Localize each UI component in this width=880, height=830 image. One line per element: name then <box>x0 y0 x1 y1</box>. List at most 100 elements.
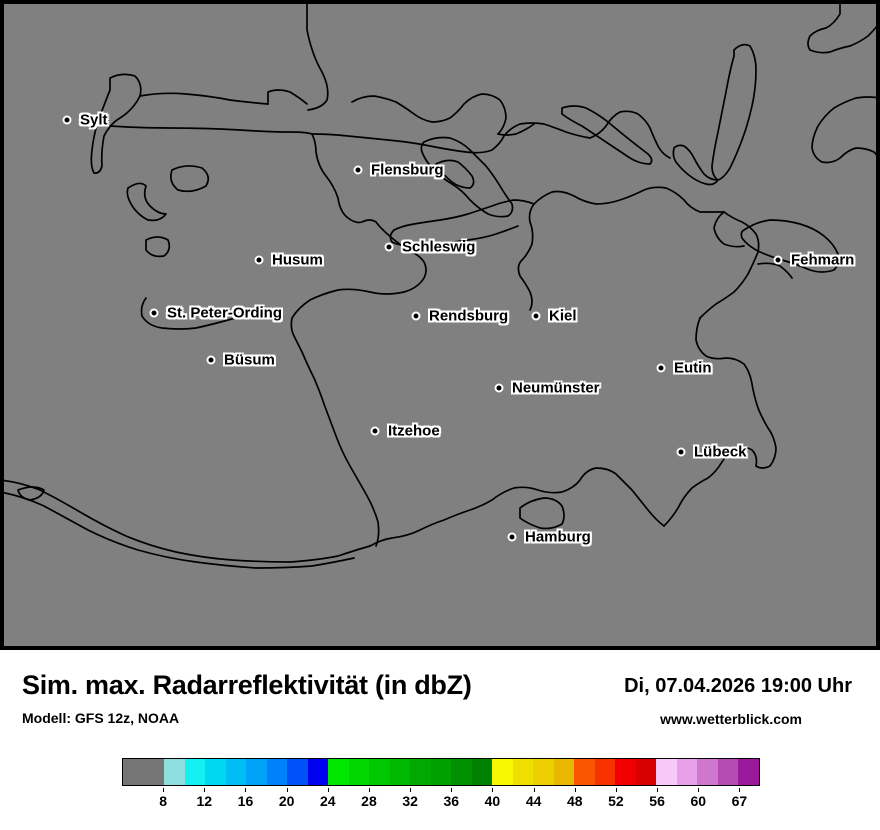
colorbar-tick-mark <box>615 788 617 792</box>
colorbar-tick-mark <box>492 788 494 792</box>
colorbar-swatch <box>246 759 267 785</box>
colorbar-swatch <box>184 759 206 785</box>
city-label: Flensburg <box>371 161 444 179</box>
colorbar-tick-label: 67 <box>731 793 748 809</box>
colorbar-tick-mark <box>410 788 412 792</box>
colorbar-swatch <box>328 759 349 785</box>
city-label: Schleswig <box>402 238 476 256</box>
colorbar-tick-mark <box>657 788 659 792</box>
colorbar-swatch <box>287 759 308 785</box>
colorbar-tick-label: 40 <box>484 793 501 809</box>
city-label: Husum <box>272 251 323 269</box>
caption-block: Sim. max. Radarreflektivität (in dbZ) Mo… <box>0 650 880 755</box>
colorbar-tick-label: 24 <box>320 793 336 809</box>
colorbar-swatch <box>553 759 575 785</box>
city-marker[interactable] <box>370 426 380 436</box>
colorbar-legend: 8 12 16 20 24 28 32 36 40 44 48 52 56 60 67 <box>0 755 880 830</box>
colorbar-swatch <box>123 759 144 785</box>
city-marker[interactable] <box>384 242 394 252</box>
colorbar-tick-mark <box>698 788 700 792</box>
forecast-datetime: Di, 07.04.2026 19:00 Uhr <box>624 675 852 697</box>
page-title: Sim. max. Radarreflektivität (in dbZ) <box>22 670 472 700</box>
colorbar-swatch <box>492 759 513 785</box>
colorbar-swatch <box>430 759 452 785</box>
city-marker[interactable] <box>773 255 783 265</box>
colorbar-tick-mark <box>368 788 370 792</box>
colorbar-swatch <box>307 759 329 785</box>
colorbar-axis: 8 12 16 20 24 28 32 36 40 44 48 52 56 60 67 <box>122 788 760 818</box>
colorbar-swatch <box>410 759 431 785</box>
city-label: Rendsburg <box>429 307 509 325</box>
colorbar-tick-mark <box>163 788 165 792</box>
colorbar-swatch <box>471 759 493 785</box>
colorbar-tick-mark <box>574 788 576 792</box>
colorbar-swatch <box>164 759 185 785</box>
city-marker[interactable] <box>531 311 541 321</box>
city-marker[interactable] <box>494 383 504 393</box>
website-label: www.wetterblick.com <box>660 711 802 727</box>
colorbar-swatch <box>533 759 554 785</box>
colorbar-swatch <box>738 759 759 785</box>
city-label: Eutin <box>674 359 712 377</box>
colorbar-swatch <box>676 759 698 785</box>
colorbar-gradient <box>122 758 760 786</box>
city-label: Sylt <box>80 111 108 129</box>
city-marker[interactable] <box>507 532 517 542</box>
colorbar-tick-mark <box>286 788 288 792</box>
colorbar-swatch <box>697 759 718 785</box>
colorbar-swatch <box>225 759 247 785</box>
colorbar-swatch <box>348 759 370 785</box>
colorbar-tick-label: 32 <box>402 793 418 809</box>
colorbar-tick-mark <box>245 788 247 792</box>
city-marker[interactable] <box>676 447 686 457</box>
city-marker[interactable] <box>149 308 159 318</box>
colorbar-swatch <box>717 759 739 785</box>
colorbar-tick-label: 48 <box>566 793 583 809</box>
colorbar-tick-label: 36 <box>443 793 460 809</box>
city-label: Itzehoe <box>388 422 440 440</box>
colorbar-swatch <box>615 759 636 785</box>
colorbar-tick-label: 60 <box>690 793 707 809</box>
colorbar-tick-mark <box>204 788 206 792</box>
city-marker[interactable] <box>206 355 216 365</box>
colorbar-swatch <box>635 759 657 785</box>
city-marker[interactable] <box>411 311 421 321</box>
colorbar-swatch <box>389 759 411 785</box>
city-label: Kiel <box>549 307 577 325</box>
colorbar-tick-label: 20 <box>278 793 295 809</box>
colorbar-tick-label: 8 <box>159 793 168 809</box>
city-label: St. Peter-Ording <box>167 304 283 322</box>
colorbar-tick-label: 52 <box>608 793 624 809</box>
city-marker[interactable] <box>254 255 264 265</box>
city-label: Büsum <box>224 351 275 369</box>
city-label: Fehmarn <box>791 251 855 269</box>
colorbar-swatch <box>205 759 226 785</box>
city-label: Neumünster <box>512 379 600 397</box>
colorbar-tick-label: 28 <box>361 793 377 809</box>
colorbar-swatch <box>143 759 165 785</box>
colorbar-swatch <box>369 759 390 785</box>
colorbar-tick-mark <box>327 788 329 792</box>
city-marker[interactable] <box>62 115 72 125</box>
colorbar-tick-label: 12 <box>196 793 213 809</box>
city-label: Hamburg <box>525 528 591 546</box>
colorbar-swatch <box>574 759 595 785</box>
colorbar-tick-label: 56 <box>649 793 665 809</box>
colorbar-swatch <box>451 759 472 785</box>
city-marker[interactable] <box>656 363 666 373</box>
map-coastlines <box>4 4 876 569</box>
colorbar-tick-label: 44 <box>525 793 542 809</box>
colorbar-tick-label: 16 <box>237 793 254 809</box>
colorbar-swatch <box>594 759 616 785</box>
colorbar-swatch <box>266 759 288 785</box>
map-panel[interactable]: Sylt Flensburg Husum Schleswig Fehmarn St. Pe… <box>0 0 880 650</box>
model-subtitle: Modell: GFS 12z, NOAA <box>22 710 180 726</box>
city-label: Lübeck <box>694 443 747 461</box>
colorbar-tick-mark <box>739 788 741 792</box>
colorbar-swatch <box>512 759 534 785</box>
city-marker[interactable] <box>353 165 363 175</box>
colorbar-tick-mark <box>533 788 535 792</box>
colorbar-swatch <box>656 759 677 785</box>
colorbar-tick-mark <box>451 788 453 792</box>
